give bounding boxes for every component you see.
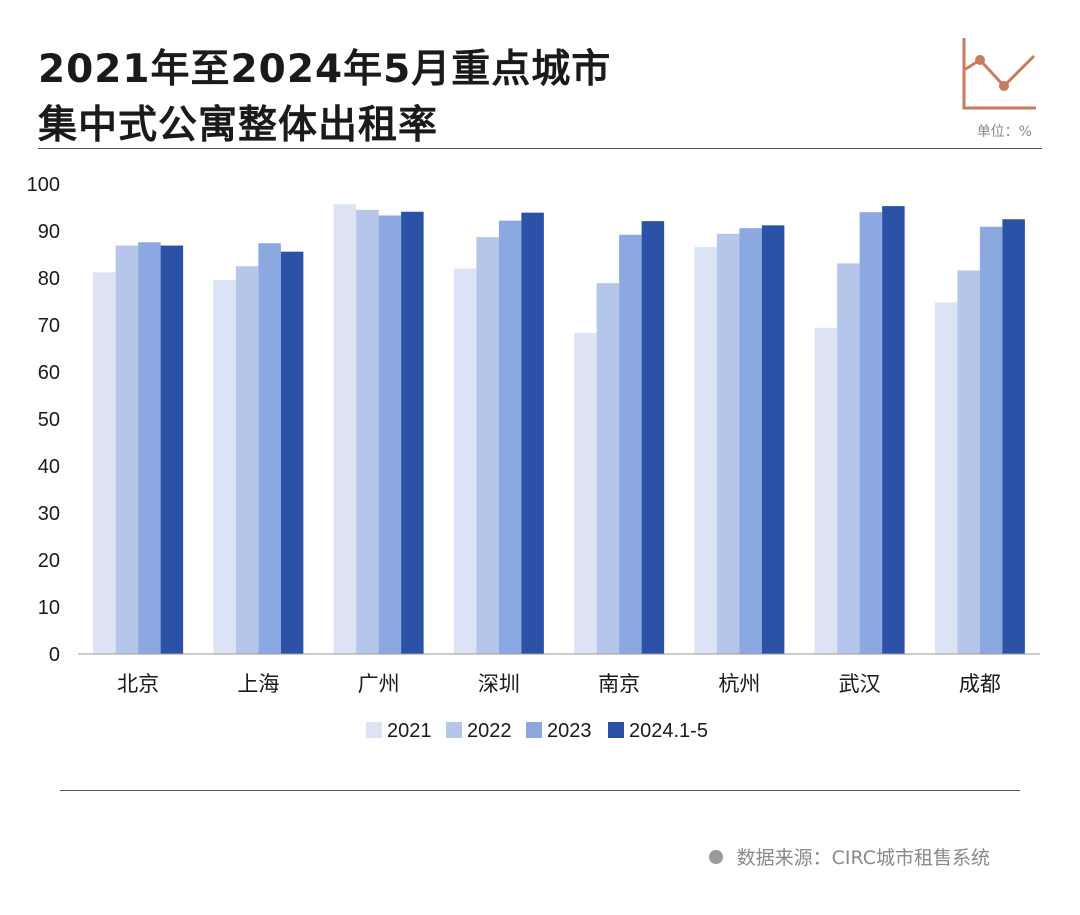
y-tick-label: 90: [38, 221, 60, 243]
bar: [837, 263, 860, 654]
bar: [641, 221, 665, 654]
chart-title-line2: 集中式公寓整体出租率: [38, 103, 439, 148]
legend-label: 2022: [467, 720, 512, 742]
bar: [761, 225, 785, 655]
bar: [521, 212, 544, 655]
bar: [574, 332, 597, 654]
x-tick-label: 成都: [959, 672, 1001, 696]
y-tick-label: 30: [38, 503, 60, 525]
x-tick-label: 北京: [117, 672, 159, 696]
bar: [476, 237, 499, 655]
bar: [1002, 219, 1025, 654]
y-tick-label: 80: [38, 268, 60, 290]
y-tick-label: 40: [38, 456, 60, 478]
bar: [596, 283, 620, 654]
bar: [258, 243, 281, 654]
top-divider: [38, 148, 1042, 149]
y-tick-label: 60: [38, 362, 60, 384]
bar: [619, 234, 642, 654]
bar: [280, 251, 304, 654]
bullet-icon: [708, 849, 723, 864]
legend-swatch: [366, 722, 382, 738]
bar-chart: 0 10 20 30 40 50 60 70 80 90 100 北京 上海 广州 深圳 南京 杭州 武汉 成都 20…: [27, 174, 1040, 742]
line-chart-icon: [962, 38, 1036, 110]
bar: [859, 212, 883, 654]
legend-label: 2021: [387, 720, 432, 742]
bar: [160, 245, 184, 654]
y-tick-label: 70: [38, 315, 60, 337]
chart-title-line1: 2021年至2024年5月重点城市: [38, 47, 612, 92]
source-note: 数据来源：CIRC城市租售系统: [708, 843, 990, 870]
bar: [979, 226, 1003, 654]
bar: [882, 206, 905, 654]
bar: [694, 246, 717, 654]
y-tick-label: 0: [49, 644, 60, 666]
bar: [716, 233, 740, 654]
bar: [333, 204, 357, 654]
y-tick-label: 20: [38, 550, 60, 572]
x-tick-label: 南京: [598, 672, 640, 696]
x-tick-label: 杭州: [718, 672, 760, 696]
x-tick-label: 上海: [237, 672, 279, 696]
bar: [115, 245, 139, 654]
legend-swatch: [526, 722, 542, 738]
legend-swatch: [608, 722, 624, 738]
bar: [93, 272, 116, 654]
bar: [934, 302, 958, 654]
bar: [453, 268, 477, 654]
legend-swatch: [446, 722, 462, 738]
bar: [138, 242, 161, 654]
bar: [356, 209, 379, 654]
bar: [401, 211, 424, 655]
x-tick-label: 广州: [358, 672, 400, 696]
bar: [498, 220, 522, 654]
bar: [235, 266, 259, 654]
legend-label: 2024.1-5: [629, 720, 708, 742]
x-tick-label: 深圳: [478, 672, 520, 696]
bar: [213, 279, 236, 654]
bar: [378, 215, 402, 655]
unit-label: 单位：%: [976, 124, 1032, 140]
bar: [957, 270, 980, 654]
bottom-divider: [60, 790, 1020, 791]
x-tick-label: 武汉: [839, 672, 881, 696]
source-text: 数据来源：CIRC城市租售系统: [736, 847, 990, 869]
legend-label: 2023: [547, 720, 592, 742]
y-tick-label: 50: [38, 409, 60, 431]
bar: [814, 327, 838, 654]
bar: [739, 228, 762, 654]
y-tick-label: 100: [27, 174, 60, 196]
y-tick-label: 10: [38, 597, 60, 619]
